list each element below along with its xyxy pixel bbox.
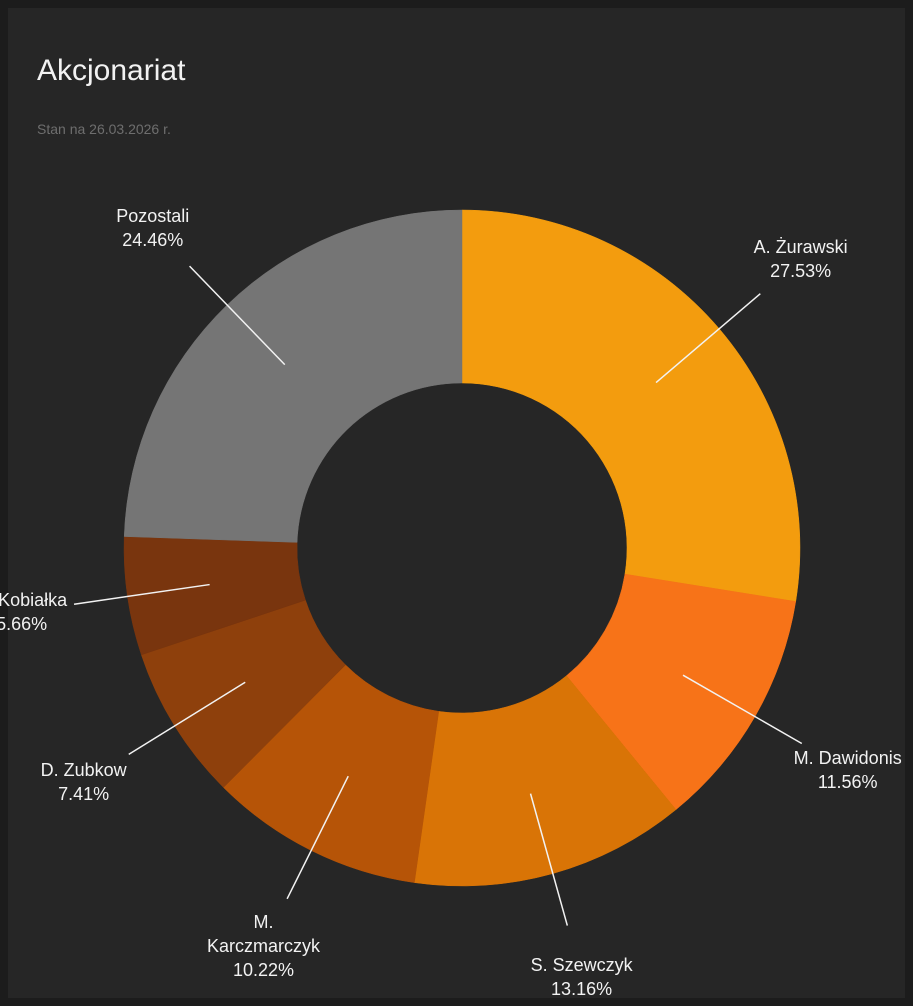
data-label: Pozostali 24.46%	[87, 204, 219, 252]
slice	[461, 209, 801, 602]
data-label: A. Żurawski 27.53%	[735, 235, 867, 283]
label-value: 10.22%	[232, 960, 294, 981]
data-label: M. Dawidonis 11.56%	[782, 746, 913, 794]
label-value: 24.46%	[122, 230, 184, 251]
label-name: D. Zubkow	[40, 760, 127, 781]
slice	[414, 675, 677, 887]
data-label: M. Karczmarczyk 10.22%	[197, 910, 329, 982]
slice	[123, 209, 463, 543]
label-name: S. Szewczyk	[530, 954, 633, 975]
slice	[566, 573, 797, 810]
label-name: A. Żurawski	[753, 237, 848, 258]
leader-line	[529, 793, 569, 926]
label-name: A. Kobiałka	[0, 589, 68, 610]
leader-line	[128, 681, 246, 756]
chart-title: Akcjonariat	[37, 54, 186, 87]
chart-subtitle: Stan na 26.03.2026 r.	[37, 121, 171, 137]
label-value: 7.41%	[58, 784, 110, 805]
label-value: 13.16%	[551, 978, 613, 999]
leader-line	[655, 293, 761, 384]
label-name: M. Dawidonis	[793, 747, 902, 768]
label-value: 5.66%	[0, 613, 48, 634]
data-label: A. Kobiałka 5.66%	[0, 588, 88, 636]
leader-line	[286, 775, 349, 900]
leader-line	[682, 674, 803, 745]
label-value: 11.56%	[817, 771, 878, 792]
data-label: D. Zubkow 7.41%	[18, 758, 150, 806]
label-name: M. Karczmarczyk	[206, 912, 320, 957]
leader-line	[73, 583, 210, 605]
slice	[223, 664, 440, 883]
data-label: S. Szewczyk 13.16%	[516, 953, 648, 1001]
leader-line	[189, 265, 286, 366]
label-name: Pozostali	[116, 206, 190, 227]
label-value: 27.53%	[770, 261, 832, 282]
